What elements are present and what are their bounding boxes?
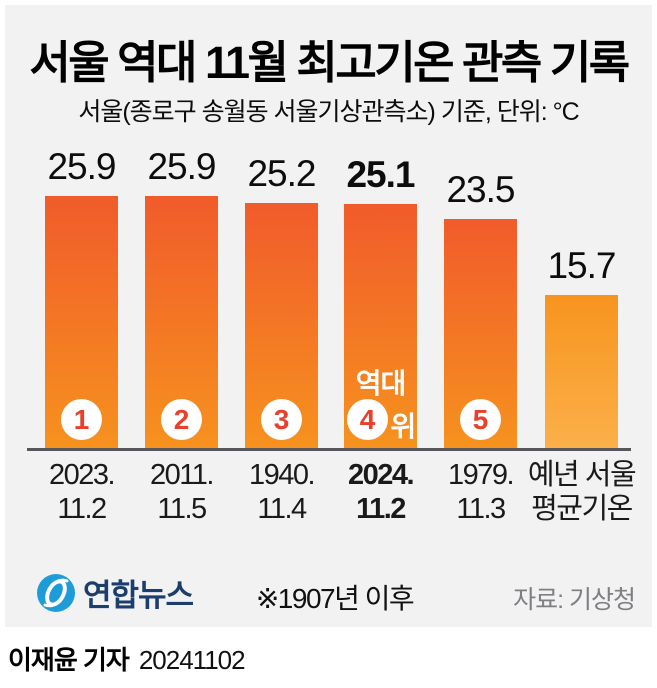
rank-badge-4: 4 [347,399,388,440]
x-axis-label-line: 2011. [150,459,214,491]
x-axis-label-3: 2024. 11.2 [321,458,441,526]
bar-value-label-5: 15.7 [547,245,616,286]
x-axis-label-1: 2011. 11.5 [122,458,242,526]
bar-value-label-1: 25.9 [147,146,216,187]
bar-5 [545,295,618,448]
bar-value-label-3: 25.1 [346,154,415,195]
yonhap-logo: 연합뉴스 [36,570,194,615]
x-axis-label-line: 평균기온 [531,493,633,525]
x-axis-label-line: 11.2 [57,493,107,525]
x-axis-label-line: 예년 서울 [527,459,637,491]
x-axis-label-line: 1940. [248,459,316,491]
source-credit: 자료: 기상청 [513,586,636,614]
x-axis-label-line: 1979. [447,459,515,491]
x-axis-label-line: 11.3 [456,493,506,525]
x-axis-label-0: 2023. 11.2 [22,458,142,526]
x-axis-label-5: 예년 서울 평균기온 [522,458,642,526]
reporter-name: 이재윤 기자 [8,645,130,675]
x-axis-label-line: 2024. [347,459,415,491]
x-axis-label-line: 2023. [48,459,116,491]
rank-badge-3: 3 [261,399,302,440]
rank-annotation-prefix: 역대 [355,368,407,399]
footnote: ※1907년 이후 [255,583,415,614]
x-axis-label-line: 11.2 [356,493,406,525]
yonhap-logo-text: 연합뉴스 [83,578,194,613]
subtitle: 서울(종로구 송월동 서울기상관측소) 기준, 단위: °C [78,98,579,126]
byline: 이재윤 기자 20241102 [8,640,246,677]
rank-badge-5: 5 [460,399,501,440]
page-title: 서울 역대 11월 최고기온 관측 기록 [29,37,630,88]
publish-date: 20241102 [138,645,246,675]
rank-badge-1: 1 [61,399,102,440]
bar-value-label-2: 25.2 [247,153,316,194]
yonhap-globe-icon [37,573,75,612]
x-axis-label-4: 1979. 11.3 [421,458,541,526]
x-axis-line [27,448,631,451]
x-axis-label-2: 1940. 11.4 [222,458,342,526]
x-axis-label-line: 11.5 [157,493,207,525]
bar-value-label-0: 25.9 [47,146,116,187]
rank-annotation-suffix: 위 [390,411,417,442]
rank-badge-2: 2 [161,399,202,440]
x-axis-label-line: 11.4 [257,493,307,525]
bar-value-label-4: 23.5 [446,169,515,210]
